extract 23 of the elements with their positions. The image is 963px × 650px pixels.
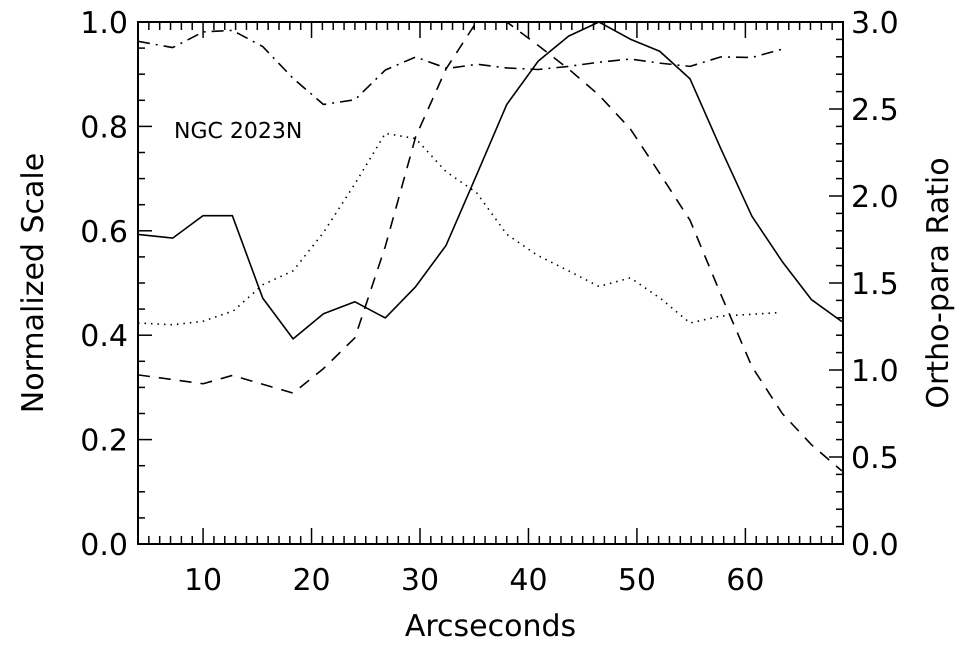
y-tick-label: 0.2 — [80, 424, 128, 459]
x-tick-label: 60 — [726, 563, 764, 598]
y-tick-label: 0.4 — [80, 319, 128, 354]
x-tick-label: 30 — [400, 563, 440, 598]
y-tick-label: 1.0 — [80, 6, 128, 41]
y2-tick-label: 1.5 — [851, 267, 899, 302]
y2-tick-label: 2.0 — [851, 180, 899, 215]
x-tick-label: 40 — [509, 563, 548, 598]
y2-tick-label: 3.0 — [851, 6, 899, 41]
y2-tick-label: 1.0 — [851, 354, 899, 389]
y2-tick-label: 2.5 — [851, 93, 899, 128]
y2-tick-label: 0.0 — [851, 528, 899, 563]
y-tick-label: 0.8 — [80, 110, 128, 146]
x-tick-label: 50 — [618, 563, 656, 598]
y2-tick-label: 0.5 — [851, 441, 899, 476]
y-tick-label: 0.6 — [80, 214, 128, 250]
x-axis-title: Arcseconds — [404, 609, 576, 644]
y-axis-title: Normalized Scale — [16, 152, 51, 414]
x-tick-label: 20 — [292, 563, 331, 598]
x-tick-label: 10 — [184, 563, 222, 598]
y-tick-label: 0.0 — [80, 528, 128, 563]
y2-axis-title: Ortho-para Ratio — [921, 157, 956, 409]
annotation: NGC 2023N — [174, 119, 302, 144]
